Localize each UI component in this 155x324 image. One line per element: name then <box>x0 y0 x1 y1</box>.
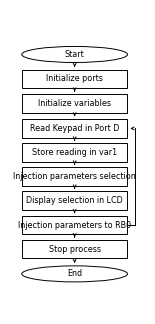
Text: Store reading in var1: Store reading in var1 <box>32 148 117 157</box>
Text: Initialize ports: Initialize ports <box>46 75 103 84</box>
FancyBboxPatch shape <box>22 216 127 234</box>
Text: Injection parameters to RB0: Injection parameters to RB0 <box>18 221 131 230</box>
Text: Injection parameters selection: Injection parameters selection <box>13 172 136 181</box>
FancyBboxPatch shape <box>22 94 127 113</box>
Text: Stop process: Stop process <box>49 245 101 254</box>
FancyBboxPatch shape <box>22 70 127 88</box>
Ellipse shape <box>22 266 127 282</box>
Text: Start: Start <box>65 50 84 59</box>
FancyBboxPatch shape <box>22 191 127 210</box>
Text: Read Keypad in Port D: Read Keypad in Port D <box>30 124 119 133</box>
FancyBboxPatch shape <box>22 168 127 186</box>
Text: Display selection in LCD: Display selection in LCD <box>26 196 123 205</box>
Text: End: End <box>67 269 82 278</box>
Text: Initialize variables: Initialize variables <box>38 99 111 108</box>
FancyBboxPatch shape <box>22 119 127 138</box>
FancyBboxPatch shape <box>22 240 127 258</box>
Ellipse shape <box>22 46 127 63</box>
FancyBboxPatch shape <box>22 143 127 162</box>
